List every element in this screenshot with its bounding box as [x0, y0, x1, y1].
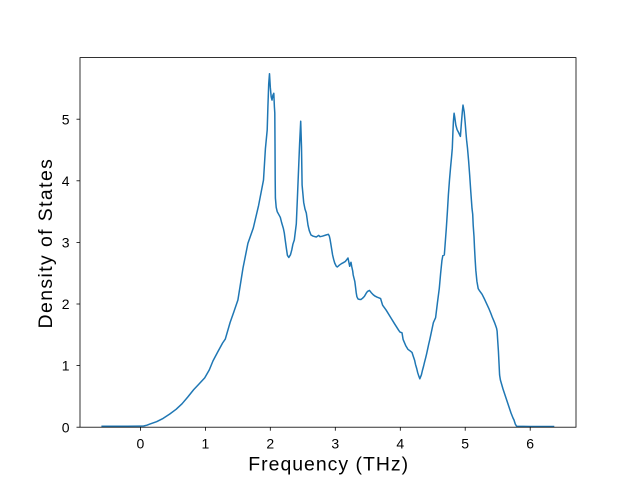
svg-text:1: 1	[202, 436, 210, 452]
svg-text:1: 1	[62, 358, 70, 374]
svg-text:Frequency (THz): Frequency (THz)	[248, 454, 409, 476]
svg-text:6: 6	[526, 436, 534, 452]
svg-text:4: 4	[396, 436, 404, 452]
svg-text:2: 2	[266, 436, 274, 452]
svg-text:Density of States: Density of States	[35, 158, 57, 329]
svg-text:5: 5	[62, 111, 70, 127]
svg-text:3: 3	[62, 235, 70, 251]
svg-text:2: 2	[62, 296, 70, 312]
svg-text:3: 3	[331, 436, 339, 452]
svg-text:0: 0	[62, 419, 70, 435]
svg-text:4: 4	[62, 173, 70, 189]
svg-text:0: 0	[137, 436, 145, 452]
svg-text:5: 5	[461, 436, 469, 452]
